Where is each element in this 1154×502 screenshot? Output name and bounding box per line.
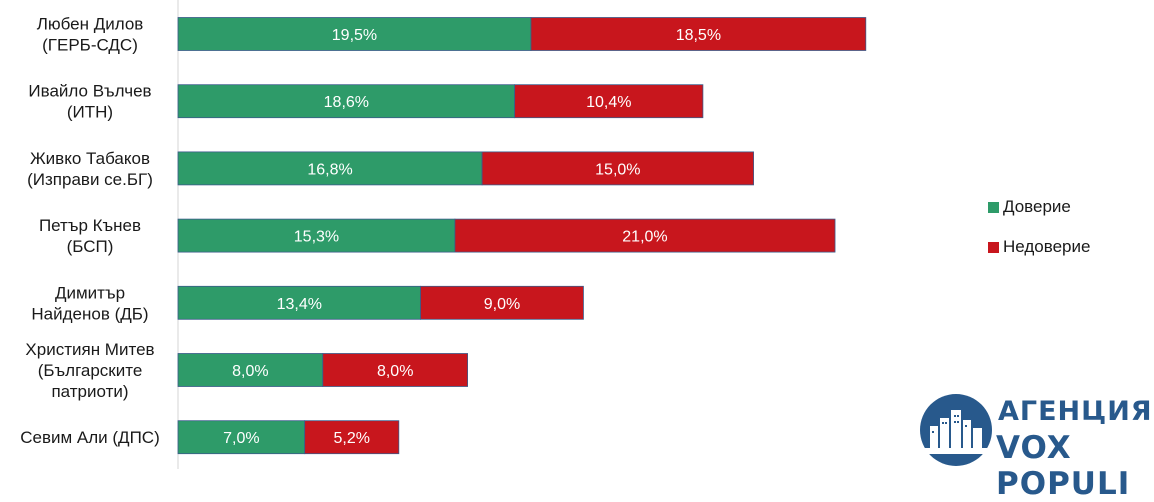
- bar-value-label: 16,8%: [307, 161, 352, 178]
- category-labels: Любен Дилов (ГЕРБ-СДС) Ивайло Вълчев (ИТН) Ж…: [20, 15, 159, 448]
- category-label: (ГЕРБ-СДС): [42, 36, 138, 55]
- bar-trust: [177, 285, 421, 320]
- bar-value-label: 10,4%: [586, 94, 631, 111]
- bar-trust: [177, 84, 516, 119]
- category-label: Найденов (ДБ): [31, 304, 148, 323]
- category-label: Християн Митев: [25, 340, 154, 359]
- bar-value-label: 21,0%: [622, 229, 667, 246]
- bar-trust: [177, 218, 456, 253]
- bar-distrust: [322, 353, 468, 387]
- category-label: Ивайло Вълчев: [28, 82, 151, 101]
- bar-value-label: 8,0%: [232, 363, 268, 380]
- legend-label-trust: Доверие: [1003, 197, 1071, 216]
- category-label: (Изправи се.БГ): [27, 170, 153, 189]
- category-label: Живко Табаков: [30, 149, 150, 168]
- category-label: (ИТН): [67, 103, 113, 122]
- city-skyline-icon: [920, 394, 992, 466]
- bar-value-label: 18,5%: [676, 27, 721, 44]
- logo-line-1: АГЕНЦИЯ: [998, 396, 1153, 427]
- bar-trust: [177, 420, 306, 455]
- bar-value-label: 7,0%: [223, 430, 259, 447]
- category-label: (БСП): [67, 237, 114, 256]
- stacked-bar-chart: 19,5% 18,5% 18,6% 10,4% 16,8% 15,0% 15,3% 21,0%…: [20, 0, 867, 469]
- bar-value-label: 9,0%: [484, 296, 520, 313]
- category-label: Петър Кънев: [39, 216, 141, 235]
- category-label: Севим Али (ДПС): [20, 428, 159, 447]
- bar-value-label: 15,0%: [595, 161, 640, 178]
- category-label: (Българските: [38, 361, 143, 380]
- bar-value-label: 15,3%: [294, 229, 339, 246]
- bar-distrust: [514, 84, 704, 119]
- bar-distrust: [420, 285, 584, 320]
- vox-populi-logo: АГЕНЦИЯ VOX POPULI: [918, 392, 1152, 502]
- category-label: Димитър: [55, 283, 125, 302]
- logo-line-2: VOX POPULI: [996, 430, 1131, 502]
- bar-distrust: [481, 151, 754, 186]
- legend-swatch-trust: [988, 202, 999, 213]
- bar-distrust: [454, 218, 836, 253]
- bar-distrust: [304, 420, 400, 455]
- bar-value-label: 19,5%: [332, 27, 377, 44]
- category-label: патриоти): [51, 382, 128, 401]
- bar-value-label: 5,2%: [334, 430, 370, 447]
- bar-value-label: 18,6%: [324, 94, 369, 111]
- bar-value-label: 8,0%: [377, 363, 413, 380]
- category-label: Любен Дилов: [37, 15, 144, 34]
- bar-trust: [177, 353, 324, 387]
- bar-distrust: [530, 17, 867, 51]
- legend-label-distrust: Недоверие: [1003, 237, 1091, 256]
- bars-group: 19,5% 18,5% 18,6% 10,4% 16,8% 15,0% 15,3% 21,0%…: [177, 17, 867, 455]
- legend-swatch-distrust: [988, 242, 999, 253]
- bar-value-label: 13,4%: [277, 296, 322, 313]
- bar-trust: [177, 151, 483, 186]
